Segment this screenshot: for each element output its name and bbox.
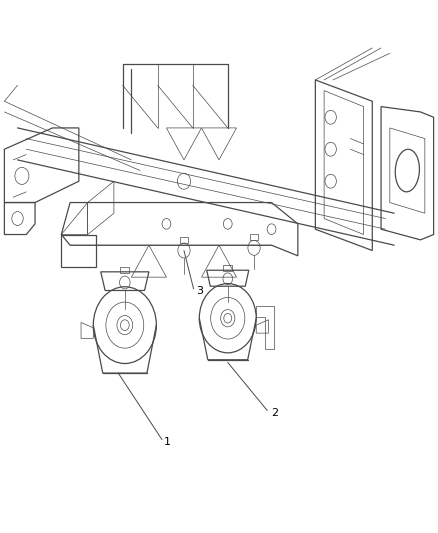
- Text: 1: 1: [164, 438, 171, 447]
- Text: 3: 3: [196, 286, 203, 296]
- Text: 2: 2: [271, 408, 278, 417]
